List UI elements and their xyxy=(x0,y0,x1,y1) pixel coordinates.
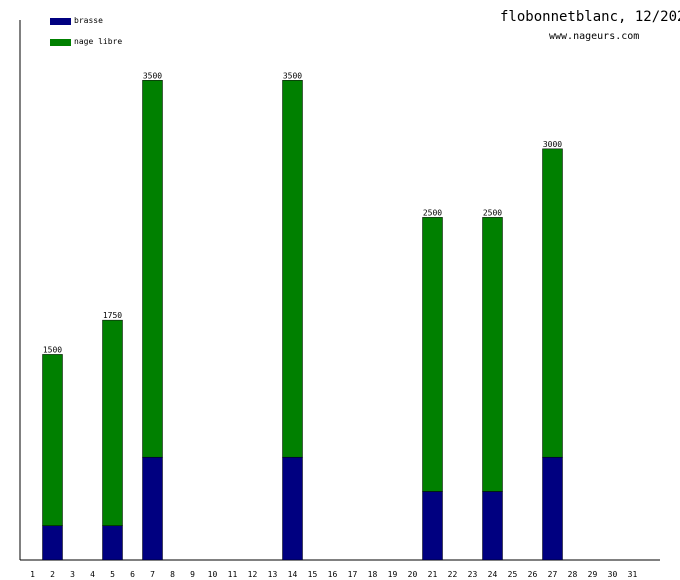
x-tick-label: 9 xyxy=(190,570,195,579)
x-tick-label: 17 xyxy=(348,570,358,579)
bar-segment-brasse xyxy=(482,491,503,561)
x-tick-label: 1 xyxy=(30,570,35,579)
x-tick-label: 20 xyxy=(408,570,418,579)
x-tick-label: 18 xyxy=(368,570,378,579)
x-tick-label: 26 xyxy=(528,570,538,579)
x-tick-label: 7 xyxy=(150,570,155,579)
x-tick-label: 29 xyxy=(588,570,598,579)
x-tick-label: 27 xyxy=(548,570,558,579)
bar-segment-brasse xyxy=(102,525,123,561)
x-tick-label: 2 xyxy=(50,570,55,579)
x-tick-label: 16 xyxy=(328,570,338,579)
bar-segment-brasse xyxy=(142,456,163,561)
x-tick-label: 23 xyxy=(468,570,478,579)
bar-segment-brasse xyxy=(282,456,303,561)
total-label: 3500 xyxy=(143,71,162,80)
bar-segment-brasse xyxy=(422,491,443,561)
x-tick-label: 14 xyxy=(288,570,298,579)
bar-segment-nage-libre xyxy=(542,148,563,458)
bar-segment-brasse xyxy=(42,525,63,561)
legend-label-brasse: brasse xyxy=(74,16,103,25)
x-tick-label: 25 xyxy=(508,570,518,579)
bar-segment-brasse xyxy=(542,456,563,561)
x-tick-label: 3 xyxy=(70,570,75,579)
bar-segment-nage-libre xyxy=(42,354,63,526)
site-url: www.nageurs.com xyxy=(549,31,640,42)
bar-segment-nage-libre xyxy=(142,80,163,458)
x-tick-label: 5 xyxy=(110,570,115,579)
x-tick-label: 11 xyxy=(228,570,238,579)
total-label: 1750 xyxy=(103,311,122,320)
legend-label-nage-libre: nage libre xyxy=(74,37,123,46)
x-tick-label: 28 xyxy=(568,570,578,579)
total-label: 2500 xyxy=(483,208,502,217)
x-tick-label: 22 xyxy=(448,570,458,579)
x-tick-label: 21 xyxy=(428,570,438,579)
bar-segment-nage-libre xyxy=(422,217,443,492)
x-tick-label: 30 xyxy=(608,570,618,579)
bars-group xyxy=(42,80,563,561)
x-tick-label: 31 xyxy=(628,570,638,579)
x-tick-label: 4 xyxy=(90,570,95,579)
x-tick-label: 19 xyxy=(388,570,398,579)
bar-segment-nage-libre xyxy=(282,80,303,458)
bar-segment-nage-libre xyxy=(482,217,503,492)
total-label: 2500 xyxy=(423,208,442,217)
legend-swatch-brasse xyxy=(50,18,71,25)
total-label: 3500 xyxy=(283,71,302,80)
total-label: 3000 xyxy=(543,140,562,149)
chart-title: flobonnetblanc, 12/2025 xyxy=(500,9,680,25)
x-tick-label: 10 xyxy=(208,570,218,579)
x-tick-label: 15 xyxy=(308,570,318,579)
x-tick-label: 24 xyxy=(488,570,498,579)
x-tick-label: 8 xyxy=(170,570,175,579)
x-tick-label: 13 xyxy=(268,570,278,579)
legend-swatch-nage-libre xyxy=(50,39,71,46)
x-tick-label: 12 xyxy=(248,570,258,579)
bar-segment-nage-libre xyxy=(102,319,123,526)
x-tick-labels-group: 1 2 3 4 5 6 7 8 9 10 11 12 13 14 15 16 17 18 19 20 21 22 23 24 2… xyxy=(30,570,637,579)
x-tick-label: 6 xyxy=(130,570,135,579)
total-label: 1500 xyxy=(43,345,62,354)
total-labels-group: 1500 1750 3500 3500 2500 2500 3000 xyxy=(43,71,562,354)
